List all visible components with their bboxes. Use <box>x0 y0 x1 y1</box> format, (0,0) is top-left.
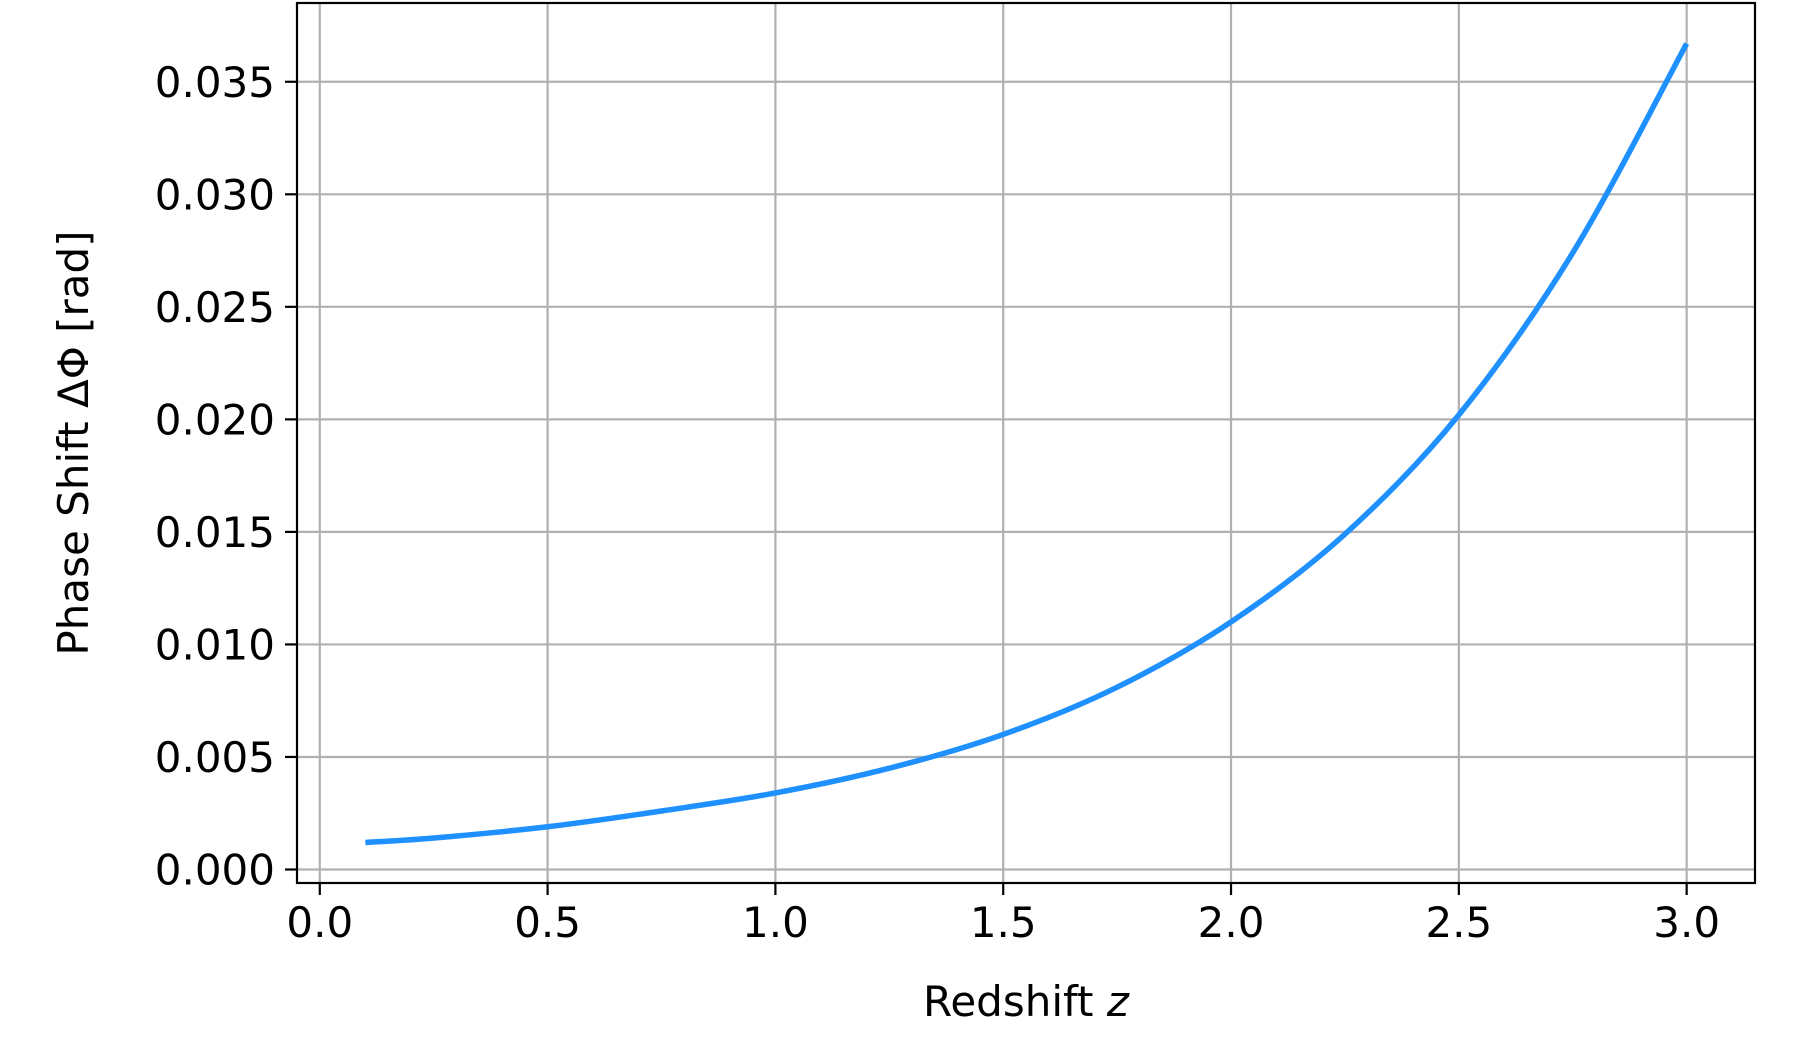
x-tick-label: 1.5 <box>970 898 1037 947</box>
plot-frame <box>295 1 1757 885</box>
y-tick-label: 0.005 <box>155 733 275 782</box>
ticks: 0.0 0.5 1.0 1.5 2.0 2.5 3.0 0.000 0.005 0.010 0.01… <box>155 58 1720 947</box>
x-tick-label: 2.0 <box>1198 898 1265 947</box>
y-tick-label: 0.030 <box>155 170 275 219</box>
x-tick-label: 1.0 <box>742 898 809 947</box>
x-tick-label: 2.5 <box>1425 898 1492 947</box>
x-tick-label: 0.5 <box>514 898 581 947</box>
series-line <box>365 42 1690 846</box>
series-layer <box>365 42 1690 846</box>
x-axis-label: Redshift z <box>923 977 1130 1026</box>
y-tick-label: 0.015 <box>155 508 275 557</box>
grid <box>297 3 1755 883</box>
y-tick-label: 0.000 <box>155 845 275 894</box>
x-tick-label: 3.0 <box>1653 898 1720 947</box>
x-tick-label: 0.0 <box>286 898 353 947</box>
y-tick-label: 0.010 <box>155 620 275 669</box>
y-axis-label: Phase Shift ΔΦ [rad] <box>49 230 98 655</box>
y-tick-label: 0.035 <box>155 58 275 107</box>
y-tick-label: 0.020 <box>155 395 275 444</box>
y-tick-label: 0.025 <box>155 283 275 332</box>
